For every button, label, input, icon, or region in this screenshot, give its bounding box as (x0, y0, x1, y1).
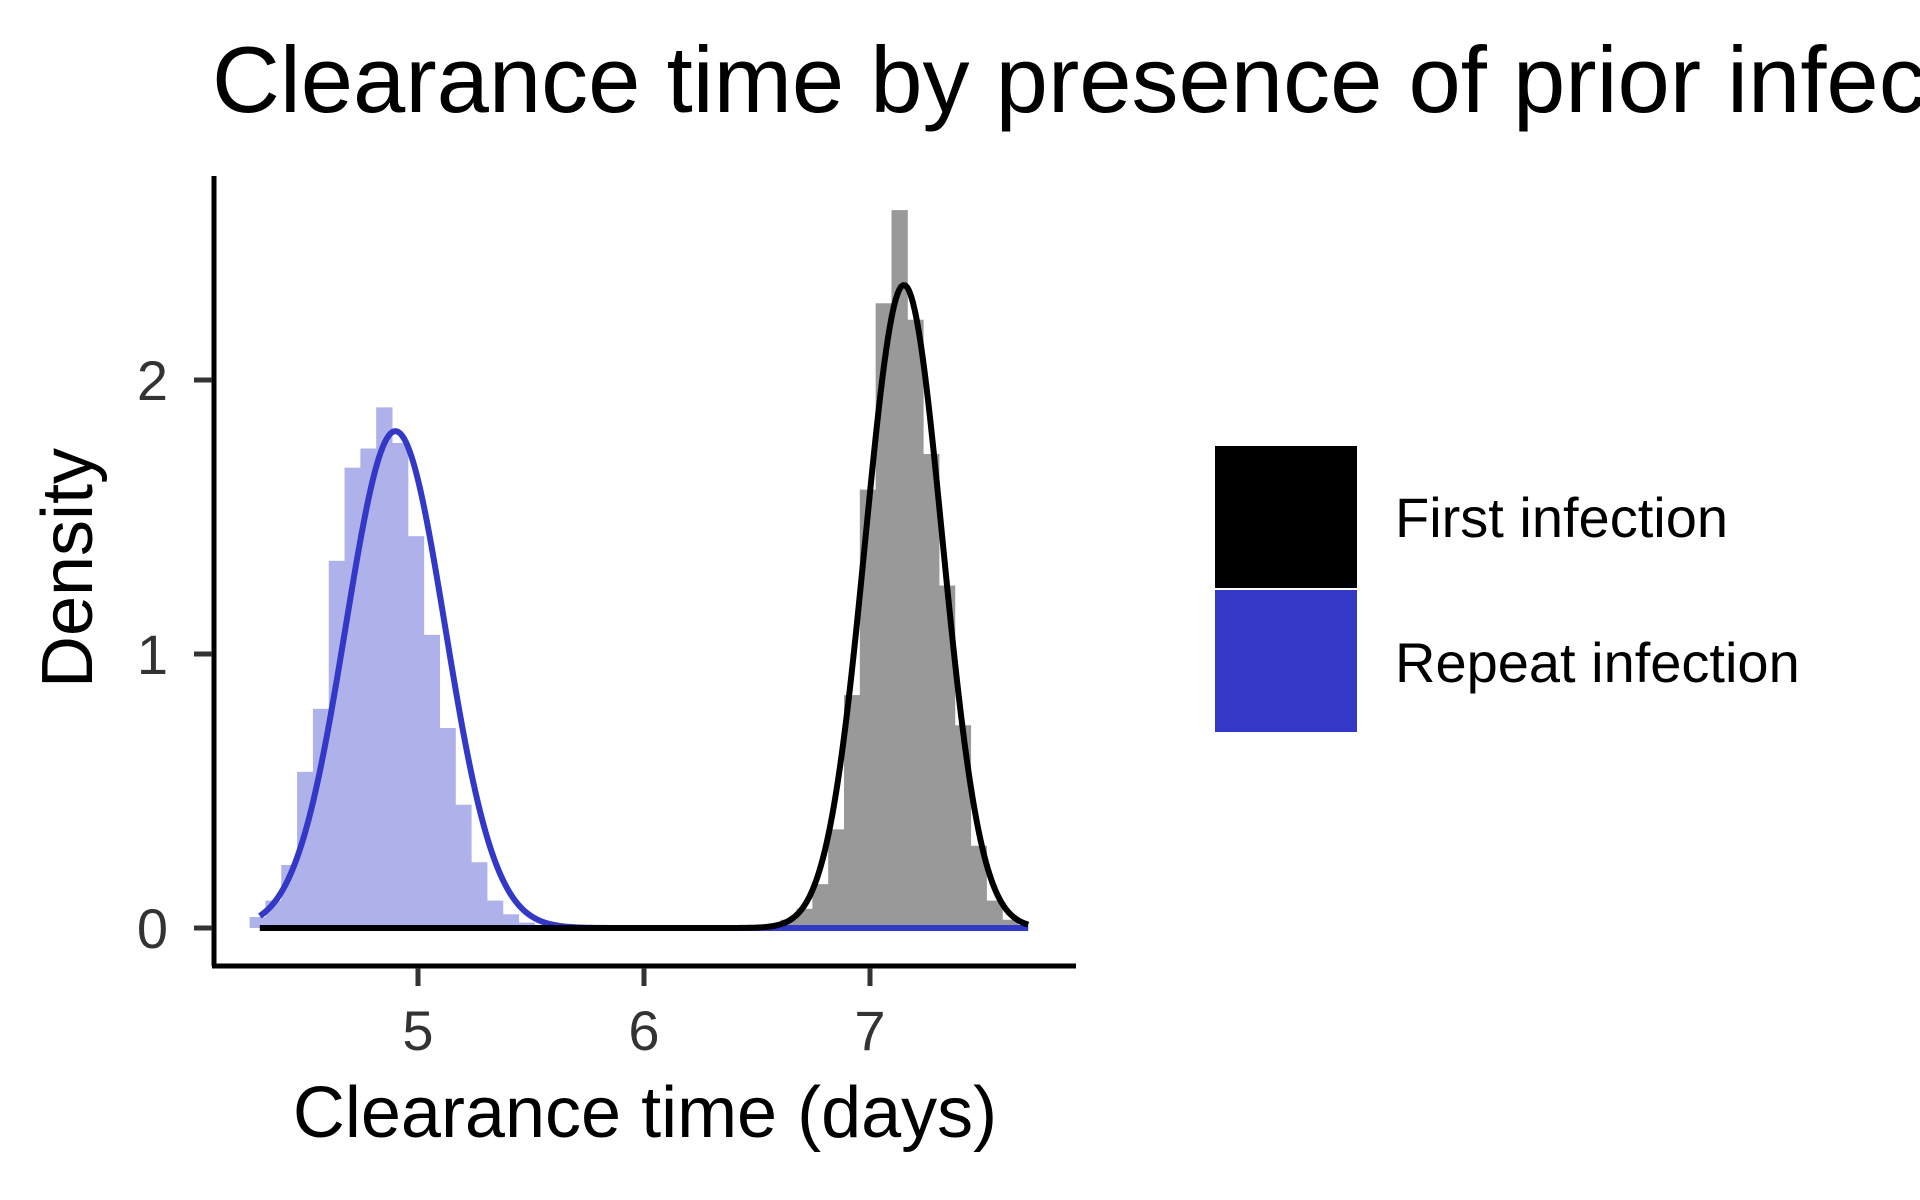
histogram-bar (502, 914, 520, 928)
histogram-first-infection (764, 210, 1019, 929)
x-tick-label: 7 (854, 999, 885, 1062)
histogram-bar (907, 319, 924, 929)
y-tick-label: 0 (137, 897, 168, 960)
legend-label-first-infection: First infection (1395, 486, 1728, 549)
histogram-bar (859, 489, 877, 928)
chart-title: Clearance time by presence of prior infe… (212, 27, 1920, 132)
histogram-bar (486, 900, 504, 928)
legend-key-repeat-infection (1215, 590, 1357, 732)
histogram-bar (328, 560, 346, 928)
histogram-bar (986, 900, 1003, 928)
histogram-bar (455, 804, 472, 928)
x-tick-label: 6 (628, 999, 659, 1062)
histogram-bar (844, 695, 861, 928)
histogram-bar (1002, 919, 1019, 928)
legend-label-repeat-infection: Repeat infection (1395, 631, 1800, 694)
histogram-bar (471, 862, 488, 928)
y-tick-label: 2 (137, 349, 168, 412)
histogram-bar (344, 467, 361, 928)
histogram-bar (828, 829, 845, 928)
histogram-bar (812, 884, 829, 928)
histogram-bar (423, 634, 440, 928)
histogram-bar (407, 536, 425, 928)
histogram-bar (249, 917, 266, 928)
legend-key-first-infection (1215, 446, 1357, 588)
histogram-bar (439, 727, 456, 928)
legend: First infection Repeat infection (1215, 446, 1800, 732)
histogram-bar (392, 443, 409, 928)
y-axis-ticks: 0 1 2 (137, 349, 212, 960)
histogram-bar (376, 407, 393, 928)
x-axis-title: Clearance time (days) (293, 1073, 997, 1153)
histogram-bar (360, 448, 377, 928)
histogram-bar (923, 453, 940, 928)
histogram-bar (938, 585, 956, 928)
plot-area (249, 210, 1030, 931)
density-curve-first-infection (258, 282, 1030, 931)
y-tick-label: 1 (137, 623, 168, 686)
histogram-bar (970, 845, 987, 928)
x-tick-label: 5 (402, 999, 433, 1062)
histogram-bar (875, 303, 892, 928)
y-axis-title: Density (28, 448, 108, 688)
x-axis-ticks: 5 6 7 (402, 968, 886, 1062)
histogram-bar (891, 210, 908, 928)
histogram-bar (312, 708, 330, 928)
